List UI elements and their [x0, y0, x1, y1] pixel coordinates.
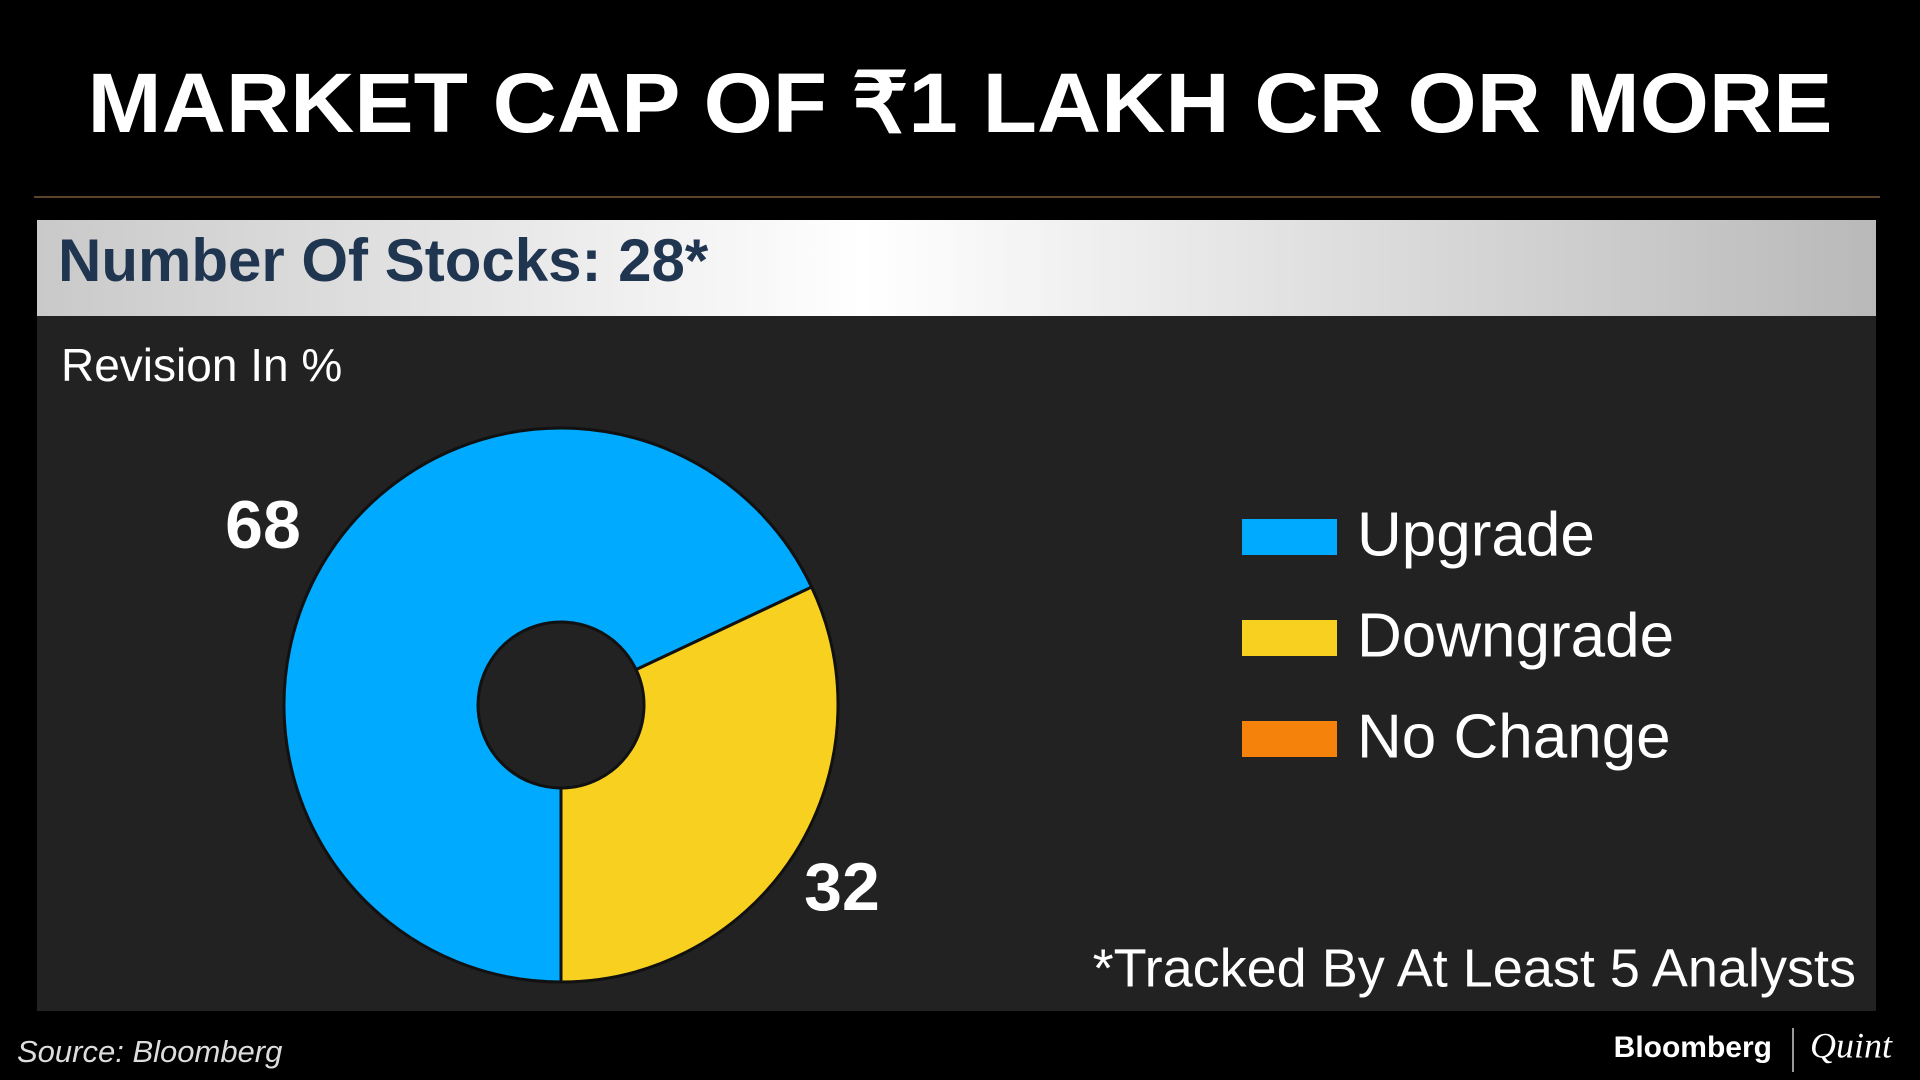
brand-name: Bloomberg: [1614, 1031, 1772, 1064]
data-label: 32: [804, 849, 880, 925]
annotation: *Tracked By At Least 5 Analysts: [1093, 938, 1856, 998]
slice: [559, 585, 840, 984]
legend-label: Upgrade: [1357, 500, 1595, 569]
subtitle: Number Of Stocks: 28*: [58, 227, 709, 294]
legend-label: Downgrade: [1357, 601, 1674, 670]
donut: 68 32: [225, 426, 880, 984]
legend-swatch: [1242, 620, 1337, 656]
axis-label: Revision In %: [61, 339, 342, 391]
slice: [282, 426, 814, 984]
data-label: 68: [225, 487, 301, 563]
header-band: [37, 220, 1876, 316]
legend-swatch: [1242, 721, 1337, 757]
legend: Upgrade Downgrade No Change: [1242, 500, 1674, 771]
source: Source: Bloomberg: [17, 1034, 282, 1069]
legend-label: No Change: [1357, 702, 1671, 771]
chart-title: MARKET CAP OF ₹1 LAKH CR OR MORE: [88, 56, 1833, 150]
brand-partner: Quint: [1810, 1025, 1893, 1065]
legend-swatch: [1242, 519, 1337, 555]
